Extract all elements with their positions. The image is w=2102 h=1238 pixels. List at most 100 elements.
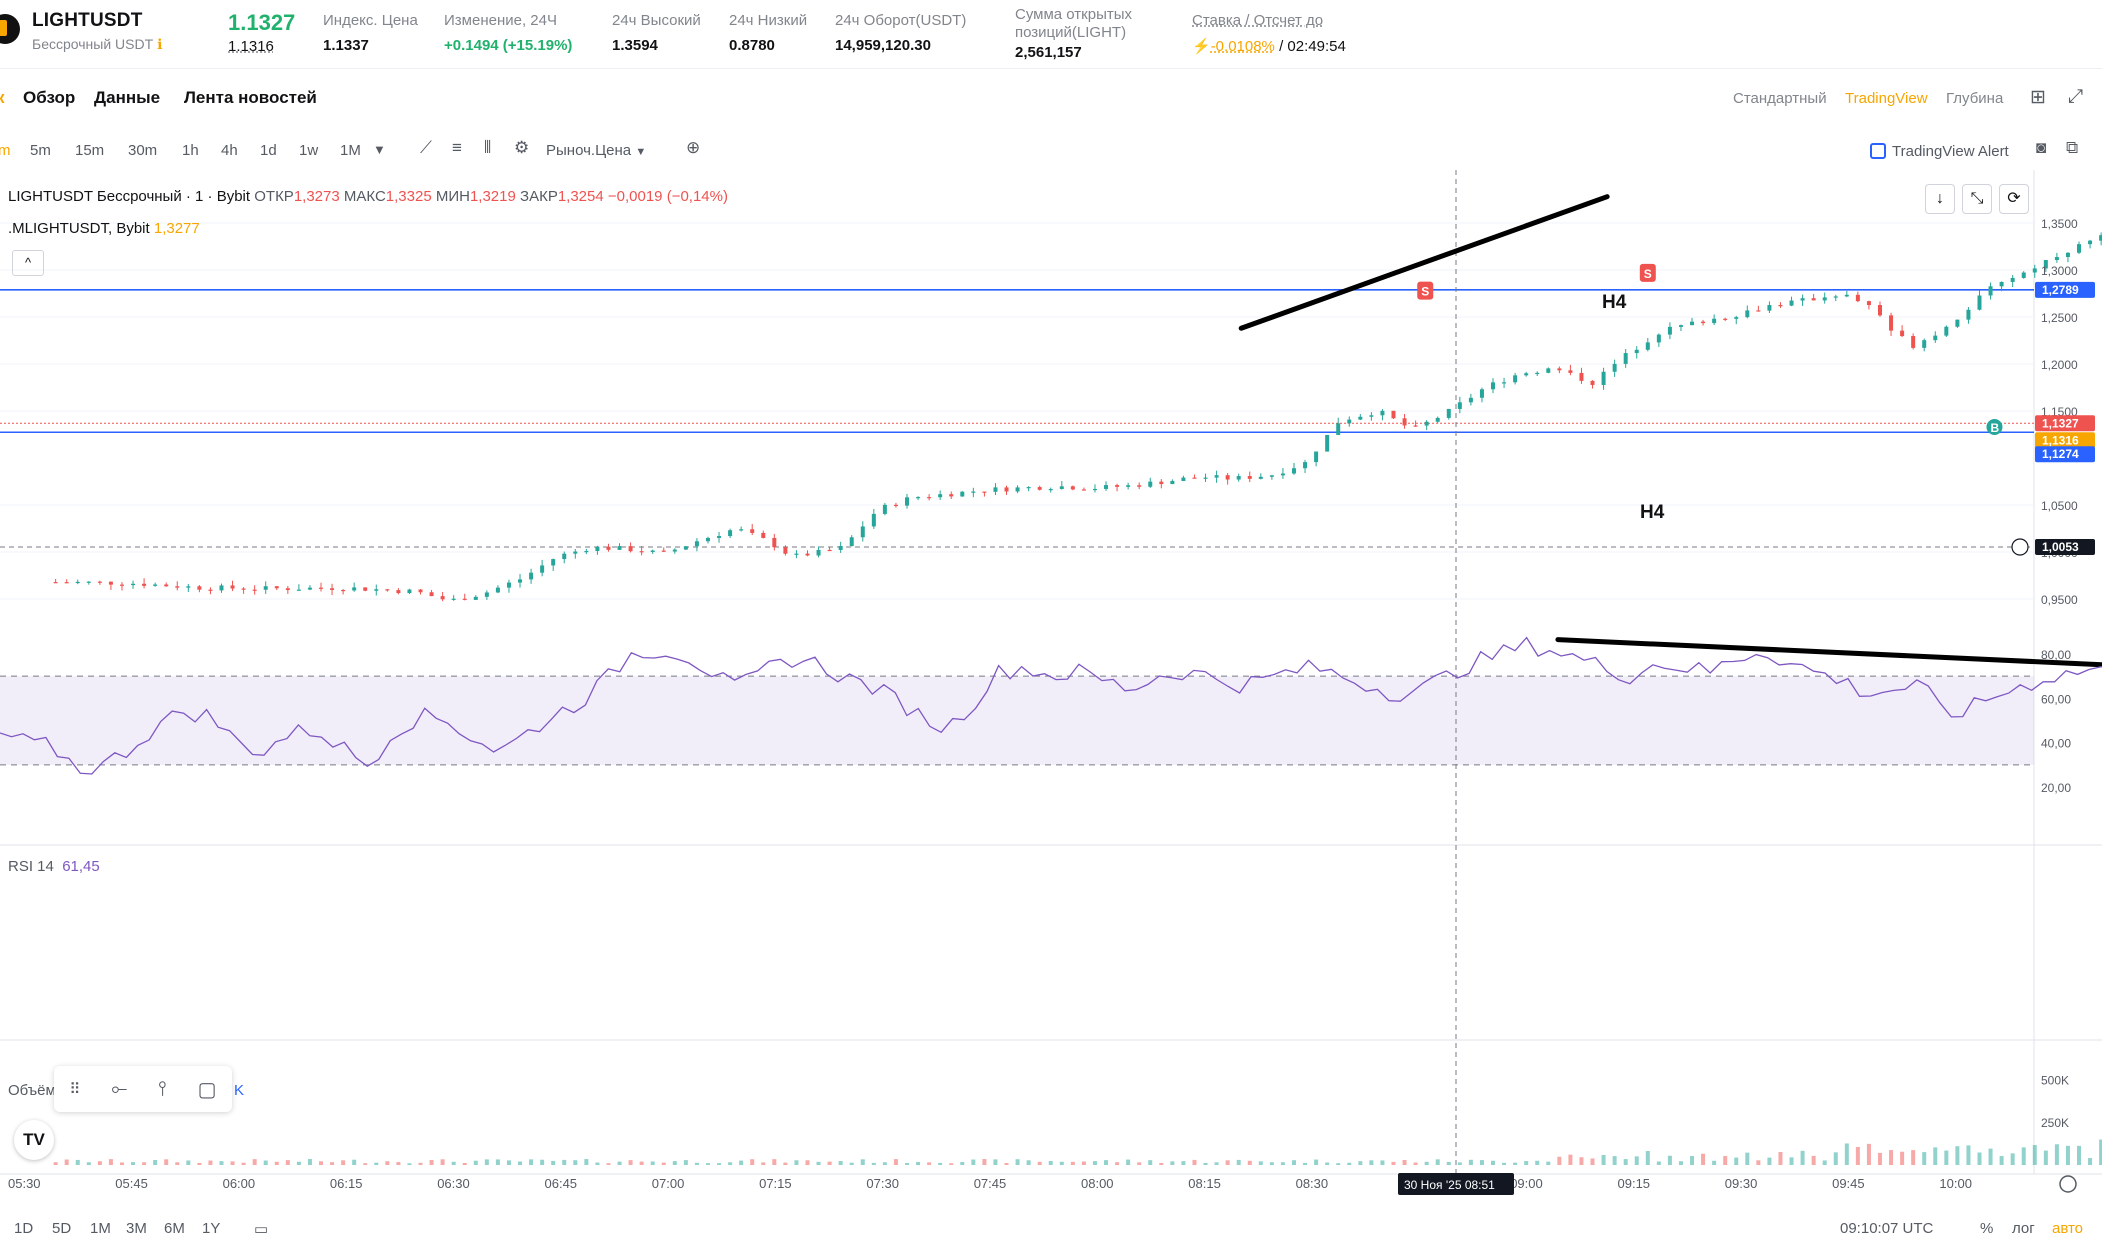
volume-bar [993, 1159, 998, 1165]
candle-body [960, 491, 965, 497]
time-tick-label: 07:15 [759, 1176, 792, 1191]
candle-body [1325, 434, 1330, 452]
tab-news[interactable]: Лента новостей [184, 88, 317, 107]
timeframe-5m[interactable]: 5m [30, 142, 51, 159]
volume-bar [783, 1162, 788, 1165]
layout-icon[interactable]: ⊞ [2030, 87, 2046, 108]
range-3m[interactable]: 3M [126, 1220, 147, 1237]
auto-toggle[interactable]: авто [2052, 1220, 2084, 1237]
timeframe-1d[interactable]: 1d [260, 142, 277, 159]
tradingview-logo-icon[interactable]: TV [14, 1120, 54, 1160]
candle-body [429, 592, 434, 597]
price-chart[interactable]: 1,35001,30001,25001,20001,15001,05001,00… [0, 170, 2102, 1236]
candle-body [827, 549, 832, 552]
add-indicator-icon[interactable]: ⊕ [686, 138, 701, 157]
funding-rate-stat[interactable]: Ставка / Отсчет до ⚡-0.0108% / 02:49:54 [1192, 12, 1346, 55]
candle-body [772, 537, 777, 548]
calendar-icon[interactable]: ▭ [254, 1221, 269, 1238]
bar-style-icon[interactable]: ≡ [452, 138, 462, 157]
tradingview-alert-button[interactable]: TradingView Alert [1866, 138, 2017, 164]
compress-button[interactable]: ⤡ [1962, 184, 1992, 214]
settings-icon[interactable]: ⚙ [514, 138, 530, 157]
popout-icon[interactable]: ⧉ [2066, 138, 2079, 157]
volume-bar [1214, 1162, 1219, 1165]
percent-toggle[interactable]: % [1980, 1220, 1994, 1237]
candle-body [1214, 475, 1219, 478]
scroll-down-button[interactable]: ↓ [1925, 184, 1955, 214]
rectangle-icon[interactable]: ▢ [197, 1078, 217, 1101]
candle-body [2088, 240, 2093, 245]
log-toggle[interactable]: лог [2012, 1220, 2035, 1237]
candle-body [385, 589, 390, 591]
volume-bar [396, 1162, 401, 1165]
rsi-tick-label: 80,00 [2041, 648, 2071, 662]
candle-body [905, 497, 910, 506]
candle-body [1712, 318, 1717, 324]
range-5d[interactable]: 5D [52, 1220, 72, 1237]
timeframe-15m[interactable]: 15m [75, 142, 105, 159]
chevron-down-icon[interactable]: ▼ [373, 142, 386, 157]
candle-body [971, 491, 976, 493]
volume-bar [650, 1161, 655, 1165]
volume-bar [462, 1162, 467, 1165]
drag-handle-icon[interactable]: ⠿ [69, 1081, 81, 1098]
timeframe-4h[interactable]: 4h [221, 142, 238, 159]
volume-bar [1369, 1160, 1374, 1165]
indicator-icon[interactable]: ⟋ [420, 138, 432, 157]
volume-suffix: K [234, 1082, 245, 1099]
vertical-measure-icon[interactable]: ⫯ [158, 1077, 167, 1100]
candle-body [1413, 425, 1418, 427]
horizontal-ray-icon[interactable]: ⟜ [111, 1077, 128, 1100]
symbol-name[interactable]: LIGHTUSDT [32, 10, 143, 31]
candle-body [717, 536, 722, 538]
timeframe-30m[interactable]: 30m [128, 142, 158, 159]
range-1y[interactable]: 1Y [202, 1220, 221, 1237]
sell-signal-marker [1639, 263, 1656, 282]
volume-bar [319, 1161, 323, 1165]
volume-bar [628, 1160, 633, 1165]
volume-bar [2010, 1153, 2015, 1165]
range-6m[interactable]: 6M [164, 1220, 185, 1237]
candle-body [307, 587, 312, 590]
volume-bar [473, 1160, 478, 1165]
price-label-text: 1,2789 [2042, 283, 2079, 297]
view-tradingview[interactable]: TradingView [1845, 90, 1928, 107]
index-price-stat: Индекс. Цена 1.1337 [323, 12, 418, 54]
tab-overview[interactable]: Обзор [23, 88, 76, 107]
timeframe-1h[interactable]: 1h [182, 142, 199, 159]
camera-icon[interactable]: ◙ [2036, 138, 2047, 157]
timeframe-1m[interactable]: m [0, 142, 11, 159]
time-tick-label: 06:15 [330, 1176, 363, 1191]
timeframe-1M[interactable]: 1M [340, 142, 361, 159]
tab-chart-partial[interactable]: к [0, 88, 5, 107]
price-type-select[interactable]: Рыноч.Цена ▼ [546, 142, 647, 159]
volume-bar [606, 1163, 611, 1165]
candle-body [1723, 318, 1728, 320]
range-1d[interactable]: 1D [14, 1220, 34, 1237]
range-1m[interactable]: 1M [90, 1220, 111, 1237]
candle-body [97, 581, 102, 583]
candle-body [540, 565, 545, 573]
view-standard[interactable]: Стандартный [1733, 90, 1827, 107]
candle-body [75, 581, 80, 584]
tab-data[interactable]: Данные [94, 88, 161, 107]
refresh-button[interactable]: ⟳ [1999, 184, 2029, 214]
volume-bar [849, 1162, 854, 1165]
volume-bar [186, 1160, 191, 1165]
timeframe-1w[interactable]: 1w [299, 142, 319, 159]
volume-bar [285, 1160, 290, 1165]
collapse-legend-button[interactable]: ^ [12, 250, 44, 276]
view-depth[interactable]: Глубина [1946, 90, 2004, 107]
info-icon[interactable]: ℹ [157, 36, 163, 52]
volume-bar [1712, 1160, 1717, 1165]
time-tick-label: 08:15 [1188, 1176, 1221, 1191]
candle-body [1247, 476, 1252, 479]
price-label-box [2035, 432, 2095, 449]
volume-bar [938, 1162, 943, 1165]
candles-icon[interactable]: ⫴ [484, 138, 492, 157]
volume-bar [739, 1160, 744, 1165]
price-tick-label: 1,2000 [2041, 358, 2078, 372]
volume-bar [484, 1159, 489, 1165]
fullscreen-icon[interactable]: ⤢ [2068, 86, 2084, 107]
